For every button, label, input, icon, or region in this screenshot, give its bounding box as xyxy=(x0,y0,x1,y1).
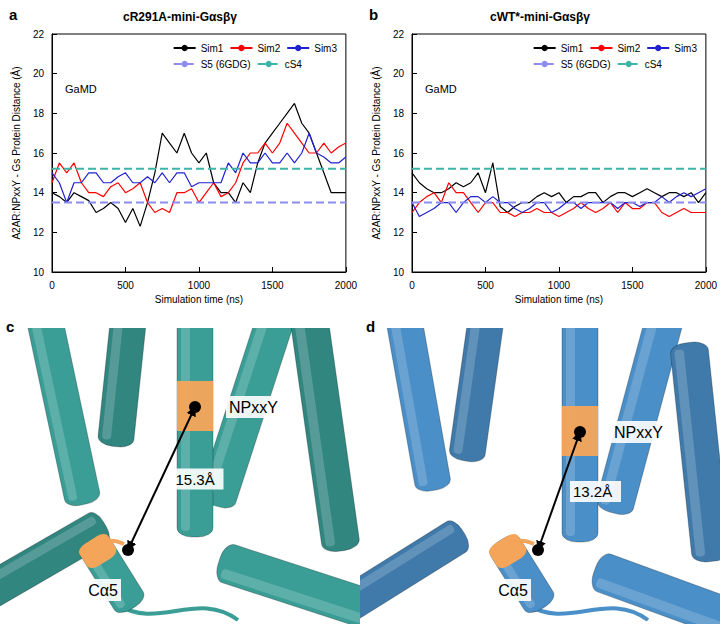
svg-text:16: 16 xyxy=(33,148,45,159)
svg-text:Sim1: Sim1 xyxy=(201,43,224,54)
svg-text:cS4: cS4 xyxy=(645,59,663,70)
svg-text:1500: 1500 xyxy=(621,280,644,291)
svg-text:2000: 2000 xyxy=(335,280,358,291)
svg-text:Sim3: Sim3 xyxy=(314,43,337,54)
svg-text:16: 16 xyxy=(393,148,405,159)
svg-text:18: 18 xyxy=(33,108,45,119)
svg-text:15.3Å: 15.3Å xyxy=(176,471,215,488)
svg-text:12: 12 xyxy=(33,227,45,238)
svg-text:Simulation time (ns): Simulation time (ns) xyxy=(155,294,243,305)
svg-text:14: 14 xyxy=(33,187,45,198)
svg-text:c: c xyxy=(6,318,14,335)
svg-text:10: 10 xyxy=(33,267,45,278)
svg-text:S5 (6GDG): S5 (6GDG) xyxy=(201,59,251,70)
svg-text:NPxxY: NPxxY xyxy=(229,399,278,416)
svg-text:cS4: cS4 xyxy=(285,59,303,70)
svg-text:NPxxY: NPxxY xyxy=(614,424,663,441)
svg-text:cWT*-mini-Gαsβγ: cWT*-mini-Gαsβγ xyxy=(490,10,590,24)
svg-text:A2AR:NPxxY - Gs Protein Distan: A2AR:NPxxY - Gs Protein Distance (Å) xyxy=(370,66,382,239)
svg-text:2000: 2000 xyxy=(695,280,718,291)
svg-text:d: d xyxy=(366,318,375,335)
svg-text:GaMD: GaMD xyxy=(65,83,97,95)
svg-text:1000: 1000 xyxy=(548,280,571,291)
svg-text:Sim2: Sim2 xyxy=(257,43,280,54)
svg-text:500: 500 xyxy=(477,280,494,291)
svg-text:Sim1: Sim1 xyxy=(561,43,584,54)
svg-text:Simulation time (ns): Simulation time (ns) xyxy=(515,294,603,305)
svg-text:20: 20 xyxy=(393,68,405,79)
svg-text:13.2Å: 13.2Å xyxy=(573,483,612,500)
svg-text:10: 10 xyxy=(393,267,405,278)
svg-text:20: 20 xyxy=(33,68,45,79)
svg-text:22: 22 xyxy=(33,29,45,40)
svg-text:a: a xyxy=(9,6,18,23)
svg-text:1500: 1500 xyxy=(261,280,284,291)
svg-text:12: 12 xyxy=(393,227,405,238)
svg-text:0: 0 xyxy=(409,280,415,291)
svg-text:b: b xyxy=(369,6,378,23)
svg-text:Cα5: Cα5 xyxy=(88,582,118,599)
svg-text:0: 0 xyxy=(49,280,55,291)
svg-text:18: 18 xyxy=(393,108,405,119)
svg-text:500: 500 xyxy=(117,280,134,291)
svg-text:cR291A-mini-Gαsβγ: cR291A-mini-Gαsβγ xyxy=(123,10,237,24)
svg-text:A2AR:NPxxY - Gs Protein Distan: A2AR:NPxxY - Gs Protein Distance (Å) xyxy=(10,66,22,239)
svg-text:1000: 1000 xyxy=(188,280,211,291)
svg-text:Sim3: Sim3 xyxy=(674,43,697,54)
svg-text:14: 14 xyxy=(393,187,405,198)
svg-text:Cα5: Cα5 xyxy=(498,582,528,599)
svg-text:Sim2: Sim2 xyxy=(617,43,640,54)
svg-text:22: 22 xyxy=(393,29,405,40)
svg-text:S5 (6GDG): S5 (6GDG) xyxy=(561,59,611,70)
svg-text:GaMD: GaMD xyxy=(425,83,457,95)
